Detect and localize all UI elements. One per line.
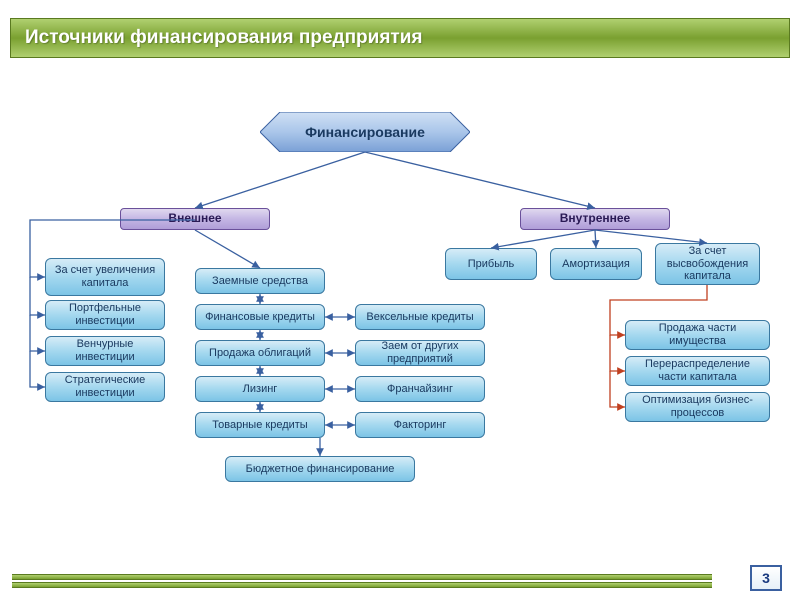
node-sellprop: Продажа части имущества: [625, 320, 770, 350]
node-leasing: Лизинг: [195, 376, 325, 402]
footer-stripe-bottom: [12, 582, 712, 588]
title-bar: Источники финансирования предприятия: [10, 18, 790, 58]
node-portfolio: Портфельные инвестиции: [45, 300, 165, 330]
branch-internal: Внутреннее: [520, 208, 670, 230]
node-factoring: Факторинг: [355, 412, 485, 438]
page-title: Источники финансирования предприятия: [25, 27, 423, 49]
root-node: Финансирование: [260, 112, 470, 152]
node-fincred: Финансовые кредиты: [195, 304, 325, 330]
node-strategic: Стратегические инвестиции: [45, 372, 165, 402]
page-number-value: 3: [762, 570, 770, 586]
node-franch: Франчайзинг: [355, 376, 485, 402]
node-bonds: Продажа облигаций: [195, 340, 325, 366]
node-profit: Прибыль: [445, 248, 537, 280]
node-bills: Вексельные кредиты: [355, 304, 485, 330]
node-release: За счет высвобождения капитала: [655, 243, 760, 285]
branch-external: Внешнее: [120, 208, 270, 230]
node-venture: Венчурные инвестиции: [45, 336, 165, 366]
node-optim: Оптимизация бизнес-процессов: [625, 392, 770, 422]
node-loanent: Заем от других предприятий: [355, 340, 485, 366]
page-number: 3: [750, 565, 782, 591]
branch-internal-label: Внутреннее: [560, 212, 630, 226]
node-borrowed: Заемные средства: [195, 268, 325, 294]
footer-stripe-top: [12, 574, 712, 580]
node-amort: Амортизация: [550, 248, 642, 280]
node-budget: Бюджетное финансирование: [225, 456, 415, 482]
node-redistr: Перераспределение части капитала: [625, 356, 770, 386]
node-goodscr: Товарные кредиты: [195, 412, 325, 438]
branch-external-label: Внешнее: [168, 212, 221, 226]
node-cap_increase: За счет увеличения капитала: [45, 258, 165, 296]
root-label: Финансирование: [260, 112, 470, 152]
